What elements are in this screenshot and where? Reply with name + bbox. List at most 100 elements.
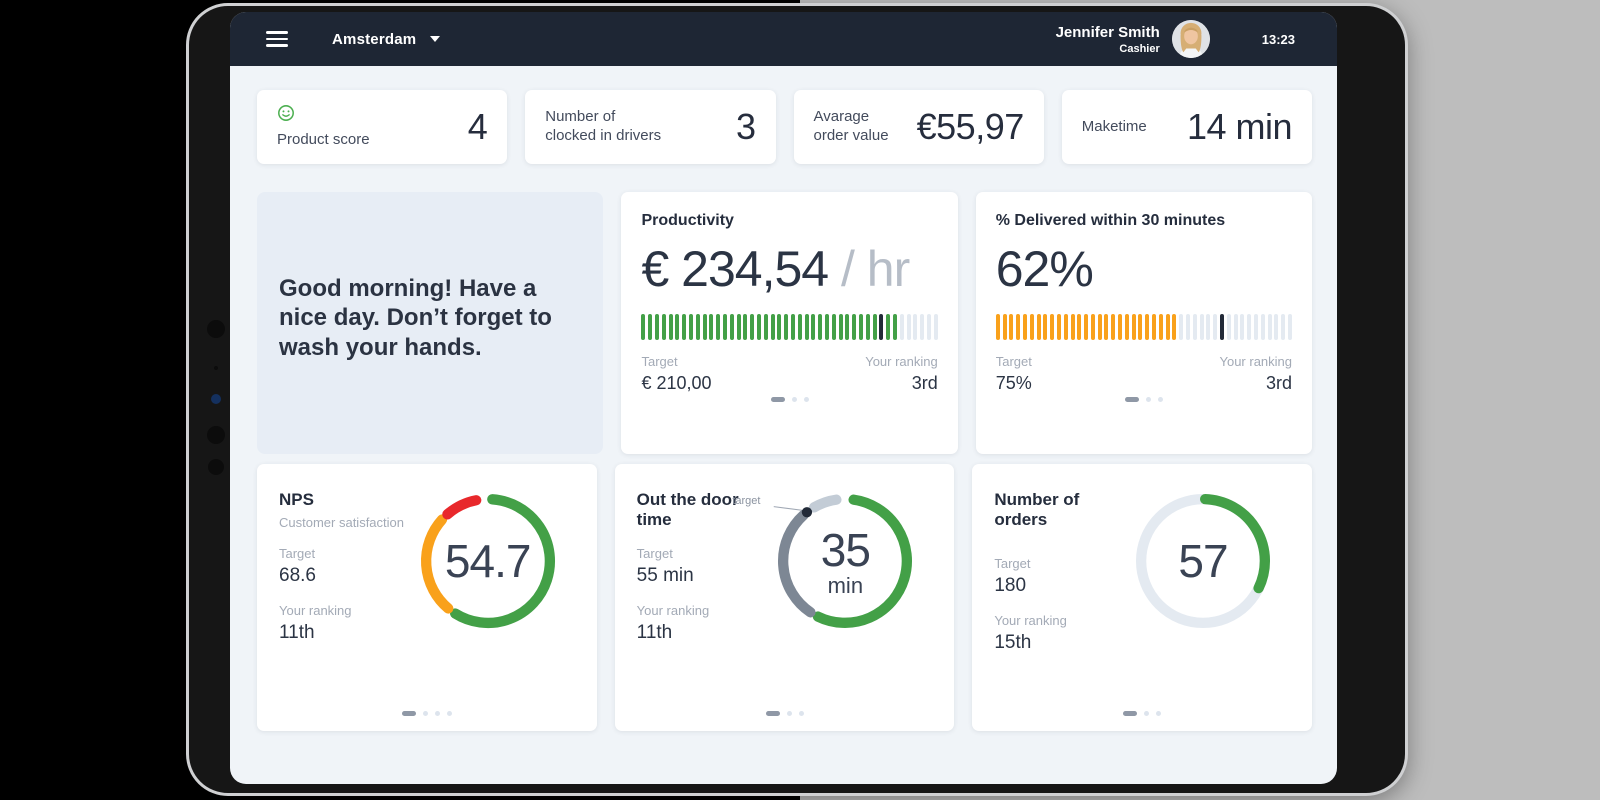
stat-card-maketime: Maketime 14 min — [1061, 90, 1312, 164]
pagination-dot[interactable] — [765, 711, 780, 716]
gauge-tick — [1267, 314, 1272, 340]
gauge-tick — [695, 314, 700, 340]
pagination-dot[interactable] — [770, 397, 785, 402]
gauge-tick — [1226, 314, 1231, 340]
gauge-tick — [750, 314, 755, 340]
stat-value: 3 — [735, 106, 756, 147]
gauge-tick — [770, 314, 775, 340]
gauge-tick — [906, 314, 911, 340]
card-subtitle: Customer satisfaction — [279, 515, 404, 530]
out-the-door-card[interactable]: Out the door time Target 55 min Your ran… — [614, 464, 955, 731]
pagination-dot[interactable] — [1124, 397, 1139, 402]
gauge-tick — [838, 314, 843, 340]
gauge-tick — [1179, 314, 1184, 340]
gauge-tick — [763, 314, 768, 340]
gauge-unit: min — [827, 573, 864, 598]
gauge-tick — [716, 314, 721, 340]
greeting-text: Good morning! Have a nice day. Don’t for… — [279, 275, 552, 361]
gauge-tick — [1002, 314, 1007, 340]
gauge-tick — [1043, 314, 1048, 340]
gauge-tick — [1281, 314, 1286, 340]
gauge-tick — [668, 314, 673, 340]
gauge-tick — [1260, 314, 1265, 340]
productivity-card[interactable]: Productivity € 234,54 / hr Target € 210,… — [621, 192, 958, 454]
target-value: 180 — [994, 575, 1027, 596]
ranking-label: Your ranking — [636, 603, 710, 618]
delivered-card[interactable]: % Delivered within 30 minutes 62% Target… — [975, 192, 1312, 454]
carousel-dots — [401, 711, 452, 716]
pagination-dot[interactable] — [434, 711, 440, 716]
pagination-dot[interactable] — [798, 711, 804, 716]
avatar[interactable] — [1171, 20, 1210, 58]
stat-value: €55,97 — [916, 106, 1025, 147]
gauge-tick — [1138, 314, 1143, 340]
gauge-tick — [899, 314, 904, 340]
app-header: Amsterdam Jennifer Smith Cashier — [230, 12, 1337, 66]
gauge-tick — [1111, 314, 1116, 340]
gauge-tick — [1192, 314, 1197, 340]
pagination-dot[interactable] — [401, 711, 416, 716]
gauge-tick — [1056, 314, 1061, 340]
target-value: 68.6 — [279, 565, 316, 586]
middle-row: Good morning! Have a nice day. Don’t for… — [257, 192, 1312, 454]
camera-dot — [208, 459, 224, 475]
ring-gauge — [774, 494, 913, 628]
gauge-tick — [1104, 314, 1109, 340]
gauge-tick — [1254, 314, 1259, 340]
gauge-value: 54.7 — [444, 535, 532, 587]
gauge-tick — [661, 314, 666, 340]
ring-gauge — [420, 494, 555, 629]
camera-dot — [214, 366, 218, 370]
gauge-tick — [804, 314, 809, 340]
stat-label: Product score — [277, 131, 370, 148]
target-value: 75% — [995, 373, 1032, 393]
pagination-dot[interactable] — [446, 711, 452, 716]
gauge-tick — [641, 314, 646, 340]
pagination-dot[interactable] — [1144, 711, 1150, 716]
gauge-tick — [1022, 314, 1027, 340]
greeting-card: Good morning! Have a nice day. Don’t for… — [257, 192, 604, 454]
gauge-tick — [1009, 314, 1014, 340]
gauge-target-tick — [1220, 314, 1225, 340]
gauge-tick — [689, 314, 694, 340]
gauge-tick — [845, 314, 850, 340]
gauge-tick — [824, 314, 829, 340]
pagination-dot[interactable] — [1123, 711, 1138, 716]
stat-row: Product score 4 Number of clocked in dri… — [257, 90, 1312, 164]
gauge-tick — [1131, 314, 1136, 340]
location-selector[interactable]: Amsterdam — [332, 31, 441, 48]
number-of-orders-card[interactable]: Number of orders Target 180 Your ranking… — [972, 464, 1313, 731]
gauge-tick — [1172, 314, 1177, 340]
pagination-dot[interactable] — [803, 397, 809, 402]
tablet-frame: Amsterdam Jennifer Smith Cashier — [186, 3, 1408, 796]
stat-value: 4 — [467, 106, 488, 147]
target-label: Target — [641, 354, 678, 369]
camera-lens — [211, 394, 221, 404]
gauge-tick — [777, 314, 782, 340]
gauge-tick — [655, 314, 660, 340]
gauge-tick — [818, 314, 823, 340]
pagination-dot[interactable] — [1145, 397, 1151, 402]
camera-dot — [207, 426, 225, 444]
gauge-tick — [1077, 314, 1082, 340]
pagination-dot[interactable] — [1157, 397, 1163, 402]
gauge-tick — [1016, 314, 1021, 340]
pagination-dot[interactable] — [1156, 711, 1162, 716]
bottom-row: NPS Customer satisfaction Target 68.6 Yo… — [257, 464, 1313, 731]
nps-card[interactable]: NPS Customer satisfaction Target 68.6 Yo… — [257, 464, 597, 731]
gauge-tick — [1124, 314, 1129, 340]
gauge-tick — [1274, 314, 1279, 340]
card-title: % Delivered within 30 minutes — [995, 212, 1226, 229]
stat-card-average-order-value: Avarage order value €55,97 — [793, 90, 1044, 164]
clock: 13:23 — [1261, 31, 1295, 47]
target-value: € 210,00 — [641, 373, 712, 393]
gauge-tick — [729, 314, 734, 340]
gauge-tick — [675, 314, 680, 340]
pagination-dot[interactable] — [791, 397, 797, 402]
pagination-dot[interactable] — [422, 711, 428, 716]
screen: Amsterdam Jennifer Smith Cashier — [230, 12, 1337, 784]
menu-icon[interactable] — [266, 31, 288, 47]
pagination-dot[interactable] — [786, 711, 792, 716]
stat-label: Maketime — [1081, 117, 1147, 135]
productivity-unit: / hr — [828, 241, 910, 297]
